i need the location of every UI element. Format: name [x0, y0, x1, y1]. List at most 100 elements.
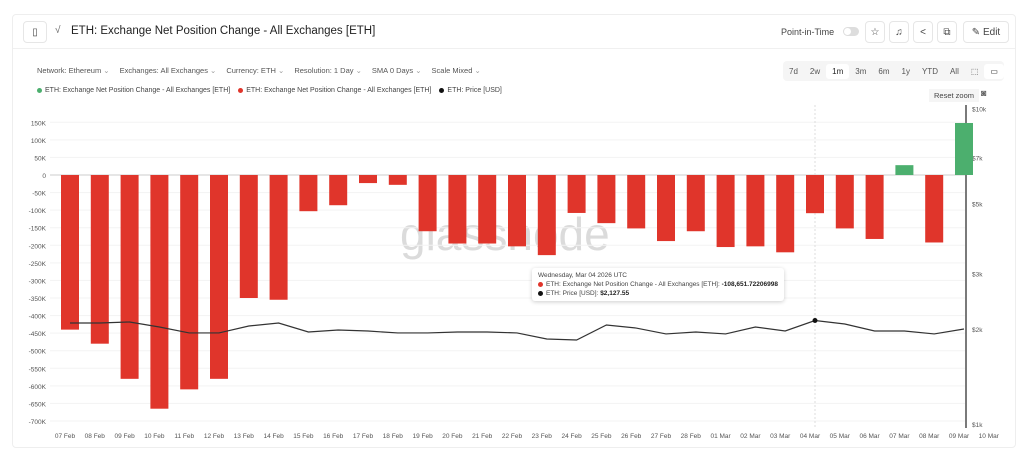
filter-scale[interactable]: Scale Mixed [432, 66, 481, 75]
share-icon[interactable]: < [913, 21, 933, 43]
filter-resolution[interactable]: Resolution: 1 Day [294, 66, 362, 75]
range-ytd[interactable]: YTD [921, 66, 938, 76]
range-1y[interactable]: 1y [901, 66, 910, 76]
x-tick-label: 08 Feb [85, 433, 106, 440]
bar [537, 175, 556, 256]
x-tick-label: 07 Mar [889, 433, 910, 440]
y-tick-label: 0 [42, 173, 46, 180]
filter-exchanges[interactable]: Exchanges: All Exchanges [120, 66, 217, 75]
y-tick-label: 50K [34, 155, 46, 162]
bar [686, 175, 705, 232]
page-title: ETH: Exchange Net Position Change - All … [71, 25, 376, 37]
range-7d[interactable]: 7d [789, 66, 798, 76]
y-tick-label: 100K [31, 138, 47, 145]
x-tick-label: 02 Mar [740, 433, 761, 440]
price-line [70, 319, 965, 341]
bar [448, 175, 467, 244]
range-2w[interactable]: 2w [809, 66, 821, 76]
range-selector: 7d 2w 1m 3m 6m 1y YTD All ⬚ ▭ [783, 61, 1004, 81]
reset-zoom-button[interactable]: Reset zoom [929, 89, 980, 102]
bar [776, 175, 795, 253]
sidebar-toggle-button[interactable]: ▯ [23, 21, 47, 43]
bell-icon[interactable]: ♫ [889, 21, 909, 43]
tooltip-value2: $2,127.55 [600, 290, 630, 297]
bar [210, 175, 228, 379]
bar [627, 175, 646, 229]
y2-tick-label: $2k [972, 327, 983, 334]
y-tick-label: -300K [29, 278, 47, 285]
legend-item-positive[interactable]: ETH: Exchange Net Position Change - All … [37, 87, 230, 94]
copy-icon[interactable]: ⧉ [937, 21, 957, 43]
x-tick-label: 09 Feb [114, 433, 135, 440]
filter-sma[interactable]: SMA 0 Days [372, 66, 422, 75]
bar [359, 175, 377, 184]
range-3m[interactable]: 3m [855, 66, 867, 76]
x-tick-label: 23 Feb [532, 433, 553, 440]
x-tick-label: 04 Mar [800, 433, 821, 440]
bar [806, 175, 824, 214]
range-all[interactable]: All [949, 66, 959, 76]
x-tick-label: 01 Mar [710, 433, 731, 440]
edit-button[interactable]: ✎ Edit [963, 21, 1009, 43]
bar [150, 175, 169, 409]
y-tick-label: -350K [29, 296, 47, 303]
y-tick-label: -250K [29, 261, 47, 268]
y2-tick-label: $10k [972, 106, 987, 113]
bar [865, 175, 884, 239]
x-tick-label: 17 Feb [353, 433, 374, 440]
x-tick-label: 03 Mar [770, 433, 791, 440]
tooltip-series2: ETH: Price [USD]: [546, 290, 599, 297]
x-tick-label: 15 Feb [293, 433, 314, 440]
y-tick-label: -600K [29, 384, 47, 391]
bar [388, 175, 407, 185]
x-tick-label: 13 Feb [234, 433, 255, 440]
x-tick-label: 18 Feb [383, 433, 404, 440]
camera-icon[interactable]: ◙ [981, 88, 987, 98]
point-in-time-toggle[interactable] [843, 27, 859, 36]
legend: ETH: Exchange Net Position Change - All … [37, 87, 502, 94]
x-tick-label: 08 Mar [919, 433, 940, 440]
bar [508, 175, 526, 247]
x-tick-label: 10 Mar [979, 433, 1000, 440]
x-tick-label: 22 Feb [502, 433, 523, 440]
tooltip-value1: -108,651.72206998 [721, 281, 778, 288]
bar [597, 175, 616, 224]
custom-range-icon[interactable]: ⬚ [970, 66, 979, 76]
legend-item-negative[interactable]: ETH: Exchange Net Position Change - All … [238, 87, 431, 94]
point-in-time-label: Point-in-Time [781, 27, 835, 37]
filter-currency[interactable]: Currency: ETH [226, 66, 284, 75]
bar [925, 175, 944, 243]
x-tick-label: 27 Feb [651, 433, 672, 440]
bar [180, 175, 199, 390]
bar [90, 175, 109, 344]
y2-tick-label: $5k [972, 201, 983, 208]
bar [746, 175, 765, 247]
bar [120, 175, 139, 379]
x-tick-label: 12 Feb [204, 433, 225, 440]
y-tick-label: 150K [31, 120, 47, 127]
x-tick-label: 07 Feb [55, 433, 76, 440]
x-tick-label: 06 Mar [859, 433, 880, 440]
bar [418, 175, 437, 232]
calendar-icon[interactable]: ▭ [984, 63, 1004, 79]
x-tick-label: 11 Feb [174, 433, 194, 440]
filter-network[interactable]: Network: Ethereum [37, 66, 110, 75]
edit-label: Edit [982, 26, 1001, 38]
range-6m[interactable]: 6m [878, 66, 890, 76]
x-tick-label: 24 Feb [561, 433, 582, 440]
x-tick-label: 10 Feb [144, 433, 165, 440]
range-1m[interactable]: 1m [826, 63, 850, 79]
bar [716, 175, 735, 248]
legend-item-price[interactable]: ETH: Price [USD] [439, 87, 502, 94]
y-tick-label: -150K [29, 226, 47, 233]
header: ▯ √ ETH: Exchange Net Position Change - … [13, 15, 1015, 49]
y-tick-label: -650K [29, 401, 47, 408]
x-tick-label: 26 Feb [621, 433, 642, 440]
filter-bar: Network: Ethereum Exchanges: All Exchang… [37, 66, 481, 75]
y-tick-label: -700K [29, 419, 47, 426]
y-tick-label: -50K [32, 191, 46, 198]
y-tick-label: -100K [29, 208, 47, 215]
tooltip: Wednesday, Mar 04 2026 UTC ETH: Exchange… [532, 268, 784, 301]
star-icon[interactable]: ☆ [865, 21, 885, 43]
line-chart-icon: √ [55, 25, 61, 36]
